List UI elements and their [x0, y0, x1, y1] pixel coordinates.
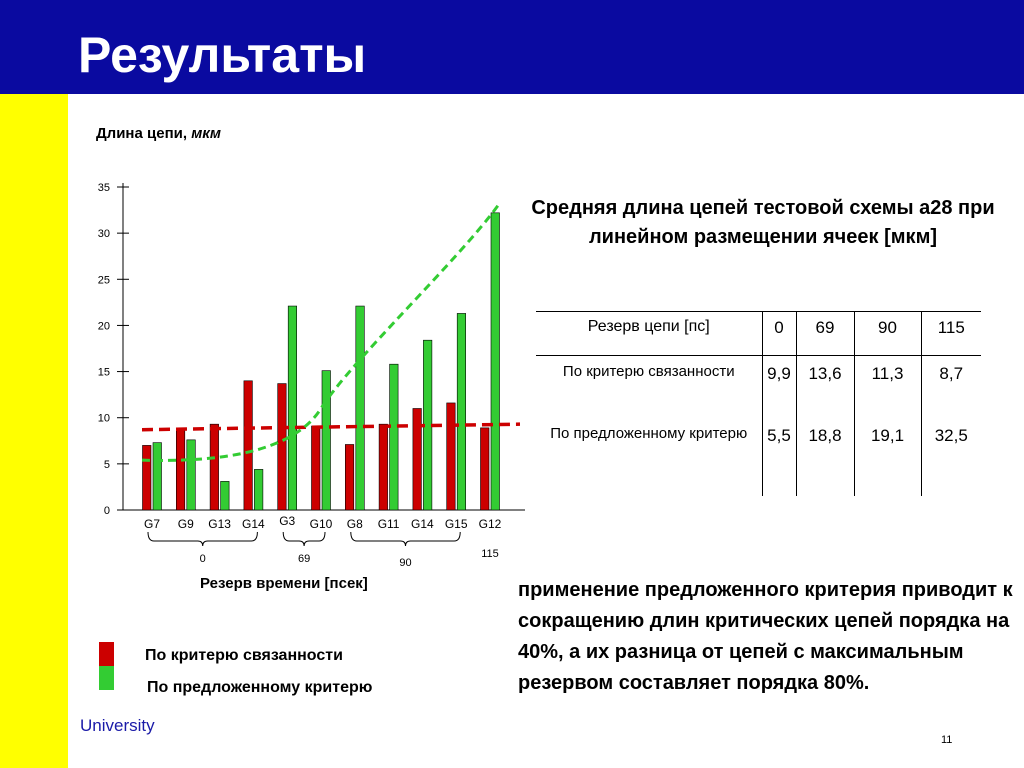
legend-red-label: По критерю связанности — [145, 647, 343, 664]
y-tick-label: 35 — [98, 182, 110, 194]
y-axis-title-text: Длина цепи, — [96, 125, 192, 142]
bar-green — [254, 469, 264, 511]
group-label: 69 — [298, 553, 310, 565]
table-cell: 13,6 — [795, 355, 854, 422]
trend-line-red — [141, 422, 521, 432]
y-tick-label: 5 — [104, 459, 110, 471]
table-cell: 9,9 — [761, 355, 796, 422]
y-tick-label: 10 — [98, 413, 110, 425]
column-header: 69 — [795, 311, 854, 356]
y-axis-title: Длина цепи, мкм — [96, 125, 221, 142]
category-label: G14 — [242, 517, 265, 531]
legend-green-swatch — [99, 666, 114, 690]
bar-green — [152, 442, 162, 511]
y-tick-label: 0 — [104, 505, 110, 517]
table-row: По предложенному критерю 5,5 18,8 19,1 3… — [536, 422, 981, 496]
table-cell: 32,5 — [920, 422, 981, 496]
y-tick-label: 15 — [98, 367, 110, 379]
university-label: University — [80, 716, 155, 735]
group-label: 0 — [200, 553, 206, 565]
table-cell: 18,8 — [795, 422, 854, 496]
bar-green — [490, 212, 500, 511]
row-label: По предложенному критерю — [550, 425, 748, 442]
bar-red — [378, 423, 388, 511]
row-label: По критерю связанности — [562, 363, 735, 380]
page-number: 11 — [941, 734, 953, 746]
conclusion-text: применение предложенного критерия привод… — [518, 579, 1013, 694]
bar-red — [142, 445, 152, 511]
bar-green — [355, 305, 365, 511]
category-label: G12 — [479, 517, 502, 531]
trend-line-green — [141, 204, 500, 462]
table-cell: 19,1 — [853, 422, 921, 496]
bar-red — [480, 427, 490, 511]
column-header: 90 — [853, 311, 921, 356]
category-label: G15 — [445, 517, 468, 531]
y-tick-label: 25 — [98, 274, 110, 286]
bar-red — [243, 380, 253, 511]
bar-red — [209, 423, 219, 511]
category-label: G8 — [347, 517, 363, 531]
group-brace — [282, 531, 326, 547]
y-tick-label: 20 — [98, 320, 110, 332]
bar-red — [277, 383, 287, 511]
bar-green — [389, 363, 399, 511]
yellow-sidebar — [0, 94, 68, 768]
x-axis-title: Резерв времени [псек] — [200, 575, 368, 592]
category-label: G7 — [144, 517, 160, 531]
slide-title: Результаты — [78, 27, 367, 83]
table-cell: 11,3 — [853, 355, 921, 422]
column-header: 0 — [761, 311, 796, 356]
category-label: G3 — [279, 514, 295, 528]
bar-green — [321, 370, 331, 511]
table-header-row: Резерв цепи [пс] 0 69 90 115 — [536, 311, 981, 356]
category-label: G9 — [178, 517, 194, 531]
legend-green-label: По предложенному критерю — [147, 679, 373, 696]
group-brace — [350, 531, 461, 547]
y-tick-label: 30 — [98, 228, 110, 240]
bar-red — [446, 402, 456, 511]
table-title: Средняя длина цепей тестовой схемы a28 п… — [531, 197, 995, 248]
column-header: 115 — [920, 311, 981, 356]
bar-chart: 0 5 10 15 20 25 30 35 G7 G9 G13 G14 G3 G10 G8 G11 G14 G15… — [98, 182, 525, 569]
table-cell: 8,7 — [920, 355, 981, 422]
category-label: G11 — [378, 517, 400, 531]
table-cell: 5,5 — [761, 422, 796, 496]
bar-red — [412, 408, 422, 511]
header-bar — [0, 0, 1024, 94]
bar-red — [344, 444, 355, 511]
legend-red-swatch — [99, 642, 114, 666]
bar-red — [176, 428, 186, 511]
category-label: G10 — [310, 517, 333, 531]
table-row: По критерю связанности 9,9 13,6 11,3 8,7 — [536, 355, 981, 422]
category-label: G13 — [208, 517, 231, 531]
bar-green — [287, 305, 298, 511]
bar-red — [311, 425, 321, 511]
group-brace — [147, 531, 258, 547]
bar-green — [186, 439, 196, 511]
bar-green — [456, 313, 467, 511]
header-label: Резерв цепи [пс] — [536, 311, 762, 356]
y-axis-unit: мкм — [191, 125, 221, 142]
category-label: G14 — [411, 517, 434, 531]
results-table: Резерв цепи [пс] 0 69 90 115 По критерю … — [536, 311, 981, 496]
group-label: 90 — [399, 557, 411, 569]
bar-green — [220, 481, 230, 511]
group-label: 115 — [481, 548, 499, 560]
